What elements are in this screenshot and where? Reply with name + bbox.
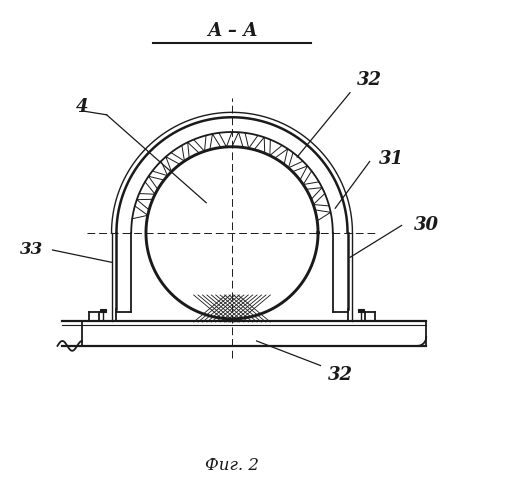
Text: 32: 32	[357, 72, 382, 90]
Text: 31: 31	[379, 150, 404, 168]
Text: 4: 4	[76, 98, 88, 116]
Text: 30: 30	[414, 216, 439, 234]
Text: 33: 33	[20, 242, 43, 258]
Text: Фиг. 2: Фиг. 2	[205, 457, 259, 474]
Bar	[100, 308, 106, 312]
Bar	[358, 308, 364, 312]
Text: А – А: А – А	[207, 22, 257, 40]
Text: 32: 32	[328, 366, 353, 384]
